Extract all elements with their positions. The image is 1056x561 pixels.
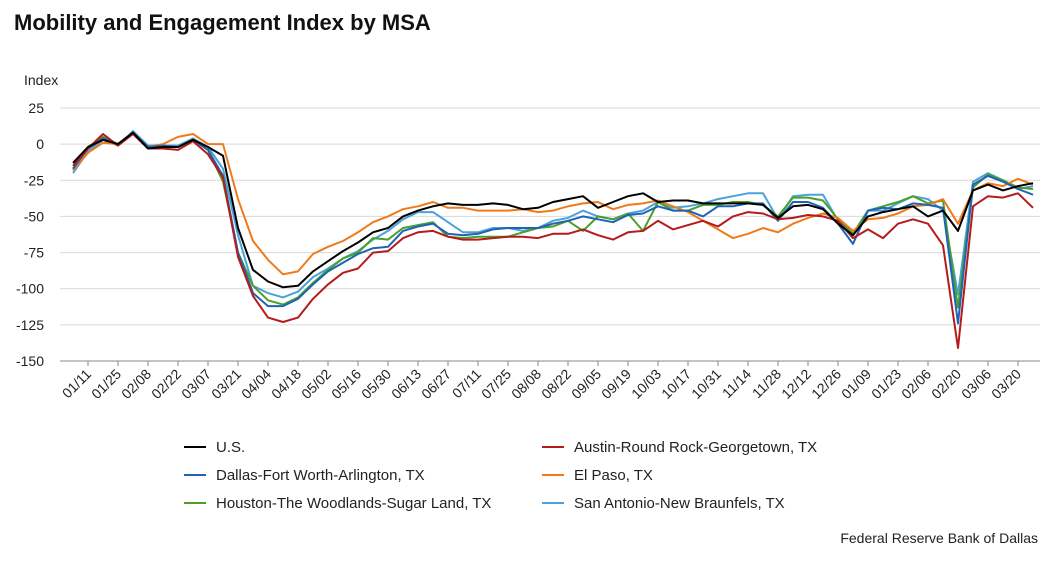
y-tick-label: -100 — [16, 281, 44, 297]
x-tick-label: 07/25 — [478, 366, 514, 402]
chart-title: Mobility and Engagement Index by MSA — [14, 10, 431, 35]
x-tick-label: 10/17 — [658, 366, 694, 402]
x-tick-label: 05/16 — [328, 366, 364, 402]
x-tick-label: 02/08 — [118, 366, 154, 402]
y-axis-label: Index — [24, 72, 58, 88]
x-tick-label: 12/26 — [808, 366, 844, 402]
x-tick-label: 04/18 — [268, 366, 304, 402]
source-note: Federal Reserve Bank of Dallas — [840, 530, 1038, 546]
y-tick-label: -75 — [24, 245, 44, 261]
x-tick-label: 05/30 — [358, 366, 394, 402]
x-tick-label: 02/20 — [928, 366, 964, 402]
x-tick-label: 01/11 — [59, 366, 95, 402]
y-tick-label: -50 — [24, 208, 44, 224]
x-tick-label: 07/11 — [449, 366, 485, 402]
series-line-3 — [72, 133, 1034, 276]
x-tick-label: 08/08 — [508, 366, 544, 402]
x-tick-label: 09/19 — [598, 366, 634, 402]
y-tick-label: 0 — [36, 136, 44, 152]
x-tick-label: 03/07 — [178, 366, 214, 402]
x-tick-label: 10/03 — [628, 366, 664, 402]
y-tick-label: 25 — [28, 100, 44, 116]
x-tick-label: 12/12 — [778, 366, 814, 402]
y-tick-label: -125 — [16, 317, 44, 333]
x-tick-label: 03/06 — [958, 366, 994, 402]
series-line-5 — [72, 130, 1034, 299]
x-tick-label: 01/09 — [838, 366, 874, 402]
x-tick-label: 05/02 — [298, 366, 334, 402]
x-tick-label: 02/22 — [148, 366, 184, 402]
x-tick-label: 03/21 — [208, 366, 244, 402]
x-tick-label: 02/06 — [898, 366, 934, 402]
x-tick-label: 06/27 — [418, 366, 454, 402]
series-line-0 — [72, 131, 1034, 289]
x-tick-label: 11/28 — [749, 366, 785, 402]
series-line-1 — [72, 133, 1034, 349]
x-tick-label: 04/04 — [238, 366, 274, 402]
x-tick-label: 08/22 — [538, 366, 574, 402]
x-tick-label: 11/14 — [719, 366, 755, 402]
x-tick-label: 06/13 — [388, 366, 424, 402]
x-tick-label: 09/05 — [568, 366, 604, 402]
x-tick-label: 03/20 — [988, 366, 1024, 402]
y-tick-label: -25 — [24, 172, 44, 188]
x-tick-label: 10/31 — [688, 366, 724, 402]
y-tick-label: -150 — [16, 353, 44, 369]
x-tick-label: 01/23 — [868, 366, 904, 402]
x-tick-label: 01/25 — [88, 366, 124, 402]
